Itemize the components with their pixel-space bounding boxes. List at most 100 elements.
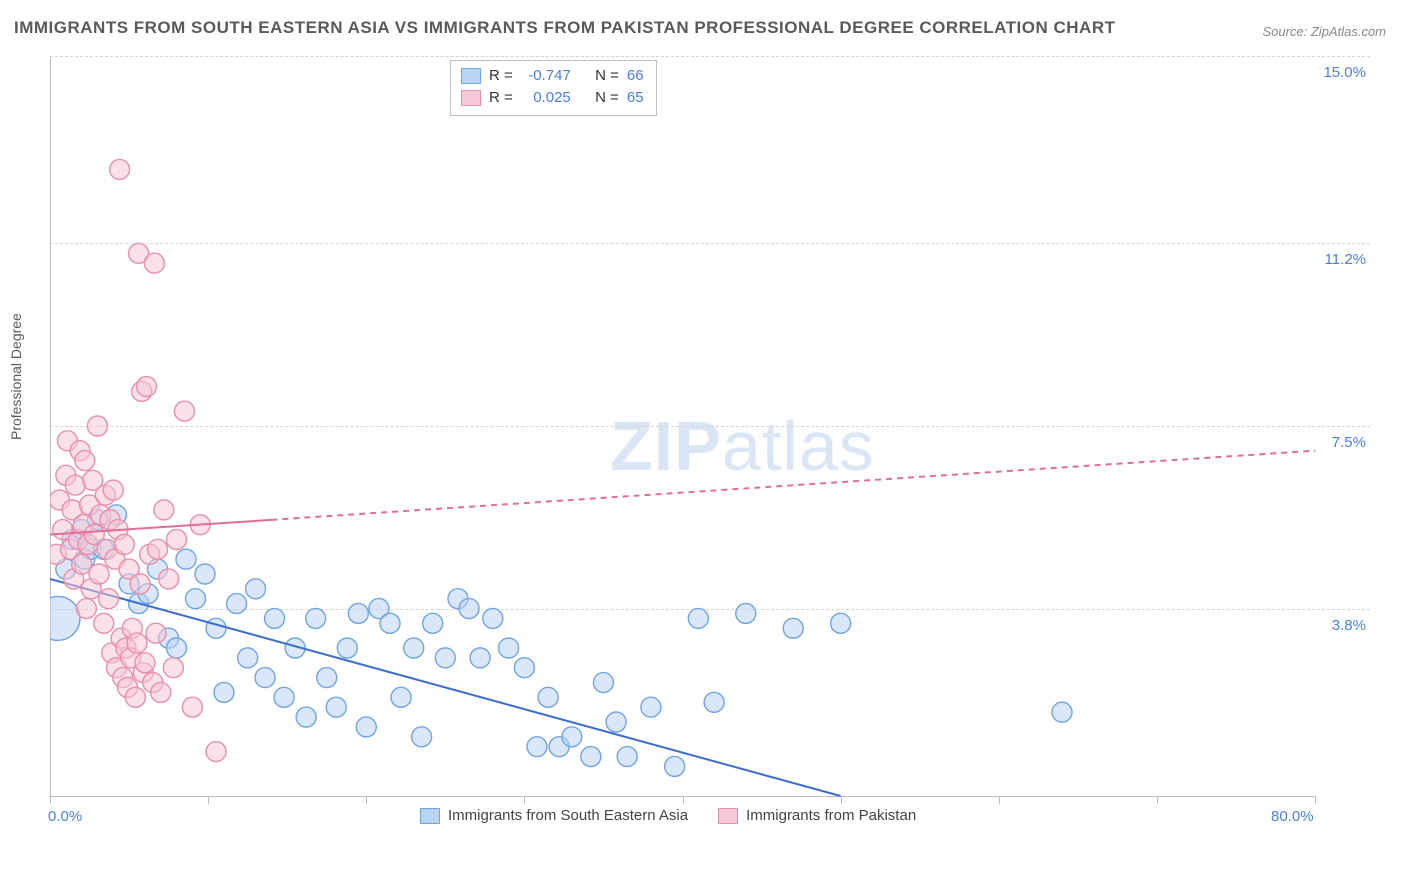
data-point [617, 747, 637, 767]
scatter-plot [50, 56, 1370, 826]
data-point [144, 253, 164, 273]
data-point [114, 534, 134, 554]
legend-item-series-a: Immigrants from South Eastern Asia [420, 807, 688, 824]
data-point [423, 613, 443, 633]
x-tick [841, 796, 842, 804]
data-point [154, 500, 174, 520]
data-point [538, 687, 558, 707]
swatch-series-b [461, 90, 481, 106]
n-label: N = [595, 87, 619, 109]
data-point [130, 574, 150, 594]
data-point [296, 707, 316, 727]
data-point [195, 564, 215, 584]
y-tick-label: 7.5% [1332, 434, 1366, 451]
x-tick-label: 0.0% [48, 808, 82, 825]
data-point [110, 159, 130, 179]
legend-label: Immigrants from South Eastern Asia [448, 807, 688, 824]
data-point [238, 648, 258, 668]
data-point [103, 480, 123, 500]
data-point [125, 687, 145, 707]
data-point [206, 742, 226, 762]
swatch-icon [420, 808, 440, 824]
data-point [593, 673, 613, 693]
x-tick [50, 796, 51, 804]
data-point [412, 727, 432, 747]
data-point [348, 603, 368, 623]
data-point [146, 623, 166, 643]
data-point [581, 747, 601, 767]
data-point [435, 648, 455, 668]
data-point [562, 727, 582, 747]
data-point [94, 613, 114, 633]
data-point [214, 682, 234, 702]
data-point [688, 608, 708, 628]
data-point [736, 603, 756, 623]
chart-title: IMMIGRANTS FROM SOUTH EASTERN ASIA VS IM… [14, 18, 1116, 38]
stat-row-series-a: R = -0.747 N = 66 [461, 65, 644, 87]
data-point [136, 377, 156, 397]
data-point [206, 618, 226, 638]
data-point [306, 608, 326, 628]
data-point [159, 569, 179, 589]
n-value: 65 [627, 87, 644, 109]
n-value: 66 [627, 65, 644, 87]
data-point [527, 737, 547, 757]
data-point [182, 697, 202, 717]
data-point [167, 529, 187, 549]
data-point [274, 687, 294, 707]
data-point [380, 613, 400, 633]
data-point [148, 539, 168, 559]
legend-item-series-b: Immigrants from Pakistan [718, 807, 916, 824]
data-point [76, 599, 96, 619]
n-label: N = [595, 65, 619, 87]
data-point [151, 682, 171, 702]
data-point [185, 589, 205, 609]
x-tick [524, 796, 525, 804]
data-point [255, 668, 275, 688]
data-point [831, 613, 851, 633]
data-point [704, 692, 724, 712]
data-point [337, 638, 357, 658]
data-point [265, 608, 285, 628]
y-axis-label: Professional Degree [8, 313, 24, 440]
data-point [641, 697, 661, 717]
r-value: -0.747 [521, 65, 571, 87]
x-tick [208, 796, 209, 804]
data-point [1052, 702, 1072, 722]
data-point [227, 594, 247, 614]
data-point [163, 658, 183, 678]
data-point [75, 451, 95, 471]
r-value: 0.025 [521, 87, 571, 109]
data-point [89, 564, 109, 584]
source-label: Source: ZipAtlas.com [1262, 24, 1386, 39]
x-tick [1315, 796, 1316, 804]
x-tick [683, 796, 684, 804]
data-point [404, 638, 424, 658]
stat-row-series-b: R = 0.025 N = 65 [461, 87, 644, 109]
data-point [135, 653, 155, 673]
data-point [326, 697, 346, 717]
y-tick-label: 15.0% [1323, 64, 1366, 81]
swatch-icon [718, 808, 738, 824]
data-point [50, 596, 80, 640]
data-point [606, 712, 626, 732]
data-point [167, 638, 187, 658]
data-point [99, 589, 119, 609]
x-tick-label: 80.0% [1271, 808, 1314, 825]
data-point [499, 638, 519, 658]
bottom-legend: Immigrants from South Eastern Asia Immig… [420, 807, 916, 824]
data-point [356, 717, 376, 737]
data-point [246, 579, 266, 599]
r-label: R = [489, 87, 513, 109]
data-point [514, 658, 534, 678]
data-point [391, 687, 411, 707]
data-point [176, 549, 196, 569]
y-tick-label: 11.2% [1325, 251, 1366, 268]
chart-area: ZIPatlas R = -0.747 N = 66 R = 0.025 N =… [50, 56, 1370, 826]
data-point [470, 648, 490, 668]
x-tick [1157, 796, 1158, 804]
y-tick-label: 3.8% [1332, 617, 1366, 634]
data-point [783, 618, 803, 638]
trend-line-dashed [271, 451, 1315, 520]
data-point [174, 401, 194, 421]
